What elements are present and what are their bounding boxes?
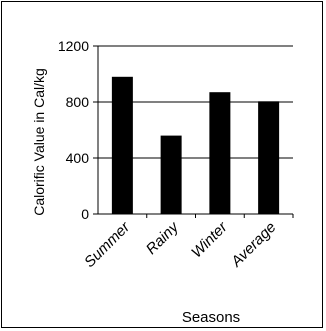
x-tick-label-rainy: Rainy [143,218,183,258]
x-axis-label: Seasons [182,309,240,326]
bar-winter [209,92,231,214]
y-axis-label: Calorific Value in Cal/kg [31,68,47,216]
y-tick-label: 0 [81,206,89,222]
x-tick-label-winter: Winter [188,218,231,261]
x-tick-label-average: Average [227,219,279,271]
y-tick-labels: 0 400 800 1200 [58,38,98,222]
y-tick-label: 400 [66,150,90,166]
y-tick-label: 1200 [58,38,89,54]
x-tick-label-summer: Summer [81,218,134,271]
bars [111,76,280,214]
y-tick-label: 800 [66,94,90,110]
bar-average [258,101,280,214]
bar-summer [111,76,133,214]
bar-rainy [160,135,182,214]
